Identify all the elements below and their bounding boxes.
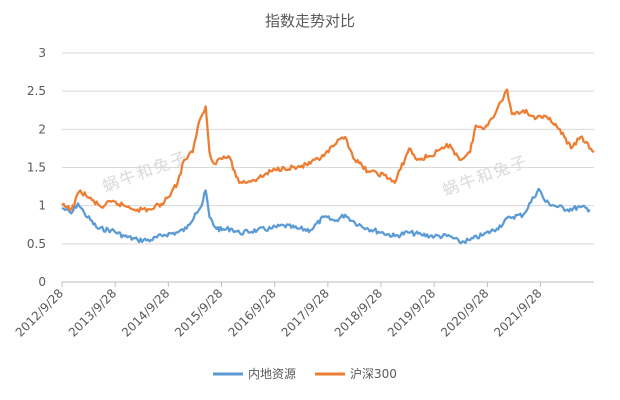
x-tick-label: 2013/9/28 [66, 286, 119, 339]
y-tick-label: 1 [38, 199, 46, 213]
series-line-2 [61, 88, 595, 213]
series-lines [61, 88, 595, 245]
watermark-text: 蜗牛和兔子 [100, 147, 191, 196]
watermark-text: 蜗牛和兔子 [440, 151, 531, 200]
x-tick-label: 2012/9/28 [13, 286, 66, 339]
x-axis-ticks: 2012/9/28 2013/9/28 2014/9/28 2015/9/28 2016… [13, 282, 545, 340]
chart-title: 指数走势对比 [265, 12, 355, 30]
y-axis-ticks: 0 0.5 1 1.5 2 2.5 3 [27, 46, 46, 289]
x-tick-label: 2016/9/28 [225, 286, 278, 339]
x-tick-label: 2019/9/28 [385, 286, 438, 339]
y-tick-label: 0.5 [27, 237, 46, 251]
x-tick-label: 2017/9/28 [279, 286, 332, 339]
y-tick-label: 0 [38, 275, 46, 289]
y-tick-label: 1.5 [27, 161, 46, 175]
x-tick-label: 2014/9/28 [119, 286, 172, 339]
y-tick-label: 2 [38, 122, 46, 136]
y-tick-label: 3 [38, 46, 46, 60]
x-tick-label: 2020/9/28 [438, 286, 491, 339]
x-tick-label: 2015/9/28 [172, 286, 225, 339]
x-tick-label: 2018/9/28 [332, 286, 385, 339]
gridlines [62, 52, 594, 245]
legend: 内地资源 沪深300 [213, 367, 397, 381]
legend-label: 内地资源 [248, 367, 296, 381]
y-tick-label: 2.5 [27, 84, 46, 98]
legend-label: 沪深300 [350, 367, 397, 381]
series-line-1 [61, 187, 591, 245]
x-tick-label: 2021/9/28 [491, 286, 544, 339]
